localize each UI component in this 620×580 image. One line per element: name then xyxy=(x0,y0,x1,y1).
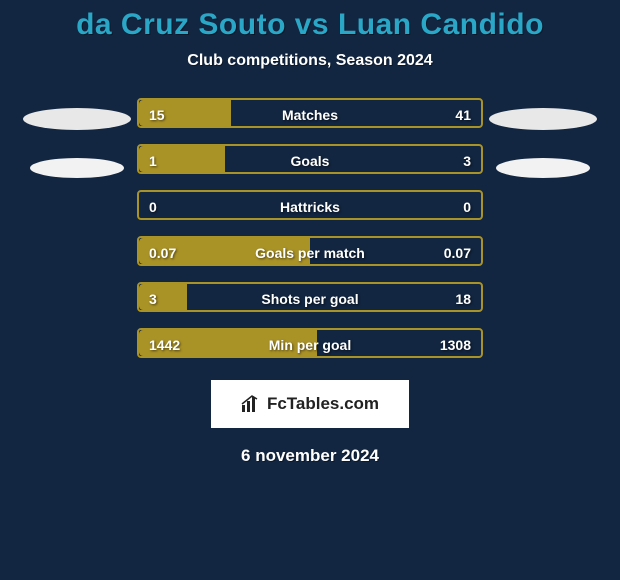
right-player-ellipse-0 xyxy=(489,108,597,130)
stat-label: Min per goal xyxy=(139,330,481,358)
stat-bar: 1442Min per goal1308 xyxy=(137,328,483,358)
page-title: da Cruz Souto vs Luan Candido xyxy=(76,8,544,42)
subtitle: Club competitions, Season 2024 xyxy=(187,52,432,70)
stat-bar: 15Matches41 xyxy=(137,98,483,128)
stat-label: Goals per match xyxy=(139,238,481,266)
stat-bars: 15Matches41 1Goals3 0Hattricks0 0.07Goals p… xyxy=(137,98,483,374)
left-player-col xyxy=(17,98,137,374)
stat-right-value: 0.07 xyxy=(444,238,471,266)
right-player-ellipse-1 xyxy=(496,158,590,178)
stat-right-value: 3 xyxy=(463,146,471,174)
footer-badge-text: FcTables.com xyxy=(267,394,379,414)
stat-right-value: 18 xyxy=(455,284,471,312)
stat-bar: 3Shots per goal18 xyxy=(137,282,483,312)
stat-label: Hattricks xyxy=(139,192,481,220)
footer-badge: FcTables.com xyxy=(211,380,409,428)
content-row: 15Matches41 1Goals3 0Hattricks0 0.07Goals p… xyxy=(0,98,620,374)
stat-right-value: 1308 xyxy=(440,330,471,358)
stat-right-value: 41 xyxy=(455,100,471,128)
comparison-card: da Cruz Souto vs Luan Candido Club compe… xyxy=(0,0,620,580)
stat-label: Goals xyxy=(139,146,481,174)
stat-label: Matches xyxy=(139,100,481,128)
left-player-ellipse-1 xyxy=(30,158,124,178)
footer-date: 6 november 2024 xyxy=(241,446,379,466)
left-player-ellipse-0 xyxy=(23,108,131,130)
stat-bar: 0.07Goals per match0.07 xyxy=(137,236,483,266)
stat-bar: 1Goals3 xyxy=(137,144,483,174)
stat-bar: 0Hattricks0 xyxy=(137,190,483,220)
bar-chart-icon xyxy=(241,395,261,413)
stat-label: Shots per goal xyxy=(139,284,481,312)
stat-right-value: 0 xyxy=(463,192,471,220)
right-player-col xyxy=(483,98,603,374)
